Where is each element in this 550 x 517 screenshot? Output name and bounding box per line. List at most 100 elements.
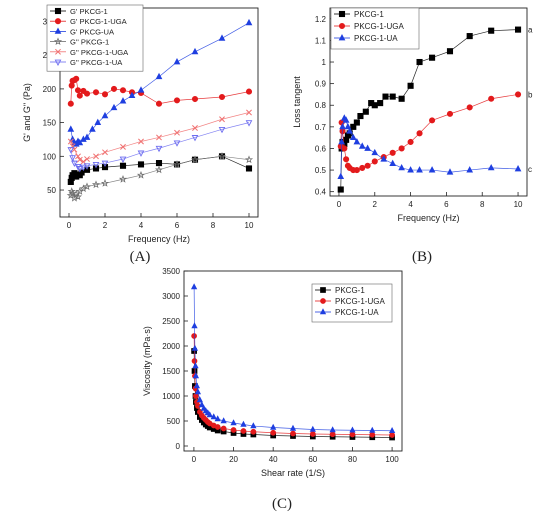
- x-tick-label: 10: [514, 200, 523, 209]
- y-tick-label: 0: [176, 442, 181, 451]
- data-point: [191, 47, 199, 55]
- data-point: [66, 191, 75, 199]
- data-point: [80, 164, 87, 172]
- data-point: [446, 110, 454, 117]
- data-point: [118, 174, 128, 183]
- data-point: [217, 152, 227, 160]
- x-tick-label: 6: [444, 200, 449, 209]
- data-point: [92, 89, 100, 96]
- data-point: [364, 144, 371, 151]
- y-axis-label: Viscosity (mPa·s): [142, 326, 152, 396]
- legend-marker: [338, 34, 346, 41]
- legend-marker: [319, 308, 327, 315]
- legend-label: PKCG-1-UGA: [335, 297, 385, 306]
- legend-item: PKCG-1-UGA: [334, 22, 404, 31]
- data-point: [245, 18, 253, 26]
- data-point: [119, 87, 127, 94]
- series-line: [193, 350, 393, 438]
- legend-item: PKCG-1-UA: [334, 34, 398, 43]
- legend-marker: [54, 59, 62, 66]
- data-point: [173, 140, 181, 147]
- data-point: [487, 163, 495, 171]
- x-tick-label: 40: [269, 455, 278, 464]
- data-point: [137, 161, 145, 168]
- data-point: [398, 163, 405, 171]
- data-point: [92, 165, 100, 172]
- data-point: [388, 427, 396, 433]
- plot-frame: [183, 270, 403, 452]
- legend: PKCG-1 PKCG-1-UGA PKCG-1-UA: [330, 7, 420, 50]
- y-tick-label: 2000: [162, 342, 180, 351]
- x-tick-label: 4: [139, 221, 144, 230]
- x-tick-label: 8: [480, 200, 485, 209]
- x-tick-label: 0: [337, 200, 342, 209]
- y-tick-label: 2500: [162, 317, 180, 326]
- data-point: [119, 162, 127, 169]
- data-point: [73, 75, 80, 82]
- data-point: [174, 129, 180, 136]
- data-point: [128, 91, 136, 99]
- legend-marker: [55, 48, 61, 55]
- data-point: [138, 138, 144, 145]
- data-point: [466, 166, 474, 173]
- data-point: [155, 72, 163, 80]
- data-point: [76, 166, 84, 173]
- data-point: [245, 88, 253, 95]
- series-line: [340, 94, 519, 171]
- series-3: [190, 283, 396, 433]
- data-point: [466, 33, 473, 40]
- y-tick-label: 0.6: [315, 144, 327, 153]
- data-point: [173, 97, 181, 104]
- chart-panel-1: 024681050100150200250300Frequency (Hz)G'…: [22, 4, 259, 244]
- series-6: [67, 120, 253, 173]
- legend-marker: [54, 7, 62, 15]
- chart-panel-3: 0 20 40 60 80 1000500100015002000250030003500…: [142, 267, 403, 478]
- data-point: [101, 111, 109, 119]
- x-tick-label: 80: [348, 455, 357, 464]
- data-point: [446, 48, 454, 55]
- data-point: [380, 155, 388, 162]
- data-point: [358, 142, 366, 149]
- data-point: [110, 103, 118, 111]
- data-point: [196, 396, 203, 403]
- series-2: b: [337, 90, 533, 174]
- data-point: [191, 322, 198, 329]
- legend-marker: [320, 287, 326, 293]
- data-point: [353, 167, 360, 174]
- y-tick-label: 150: [43, 119, 57, 128]
- data-point: [446, 168, 454, 175]
- data-point: [94, 118, 102, 126]
- legend-marker: [338, 22, 346, 30]
- data-point: [218, 126, 226, 134]
- data-point: [198, 401, 205, 408]
- legend-marker: [54, 27, 62, 34]
- data-point: [230, 427, 237, 433]
- data-point: [230, 419, 237, 426]
- legend-label: G' PKCG-1-UGA: [70, 17, 128, 26]
- data-point: [407, 138, 414, 146]
- data-point: [371, 158, 378, 165]
- data-point: [218, 34, 226, 41]
- data-point: [429, 117, 436, 124]
- data-point: [210, 413, 217, 420]
- y-tick-label: 0.7: [315, 123, 327, 132]
- data-point: [173, 57, 181, 65]
- y-tick-label: 1500: [162, 367, 180, 376]
- x-tick-label: 60: [308, 455, 317, 464]
- data-point: [341, 145, 348, 152]
- legend-label: G' PKCG-UA: [70, 27, 115, 36]
- legend-label: G'' PKCG-1: [70, 38, 109, 47]
- data-point: [339, 122, 346, 130]
- data-point: [206, 411, 213, 418]
- data-point: [154, 165, 164, 174]
- data-point: [156, 134, 162, 141]
- data-point: [371, 102, 378, 109]
- series-end-label: a: [528, 26, 533, 35]
- data-point: [389, 159, 397, 166]
- data-point: [398, 95, 405, 102]
- data-point: [73, 192, 83, 201]
- data-point: [245, 165, 253, 172]
- data-point: [407, 82, 414, 89]
- data-point: [389, 432, 395, 438]
